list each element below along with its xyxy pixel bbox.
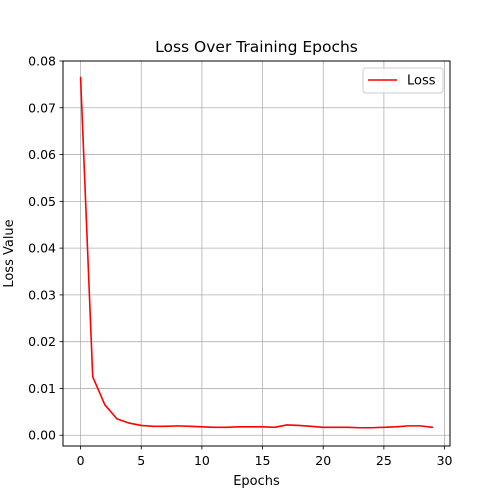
y-tick-label: 0.06: [28, 147, 56, 162]
y-tick-label: 0.00: [28, 428, 56, 443]
legend-box: [362, 67, 444, 94]
x-tick-label: 0: [77, 453, 85, 468]
legend-label-loss: Loss: [407, 74, 436, 89]
y-axis-title: Loss Value: [2, 219, 17, 287]
y-tick-label: 0.07: [28, 100, 56, 115]
y-tick-label: 0.04: [28, 241, 56, 256]
series-line-loss: [79, 76, 434, 429]
chart-title: Loss Over Training Epochs: [155, 38, 358, 56]
x-tick-label: 25: [376, 453, 392, 468]
y-tick-label: 0.08: [28, 54, 56, 69]
x-tick-label: 15: [255, 453, 271, 468]
y-tick-label: 0.03: [28, 287, 56, 302]
plot-frame: [62, 60, 451, 447]
x-tick-label: 30: [437, 453, 453, 468]
x-tick-label: 20: [315, 453, 331, 468]
y-tick-label: 0.02: [28, 334, 56, 349]
legend: Loss: [362, 67, 444, 94]
tick-layer: 0 5 10 15 20 25 30 0.00 0.01 0.02 0.03 0.04 0.05 0.06…: [28, 54, 452, 469]
x-tick-label: 10: [194, 453, 210, 468]
y-tick-label: 0.05: [28, 194, 56, 209]
x-axis-title: Epochs: [233, 474, 280, 489]
series-layer: [79, 76, 434, 429]
x-tick-label: 5: [137, 453, 145, 468]
plot-area: [63, 61, 450, 446]
y-tick-label: 0.01: [28, 381, 56, 396]
